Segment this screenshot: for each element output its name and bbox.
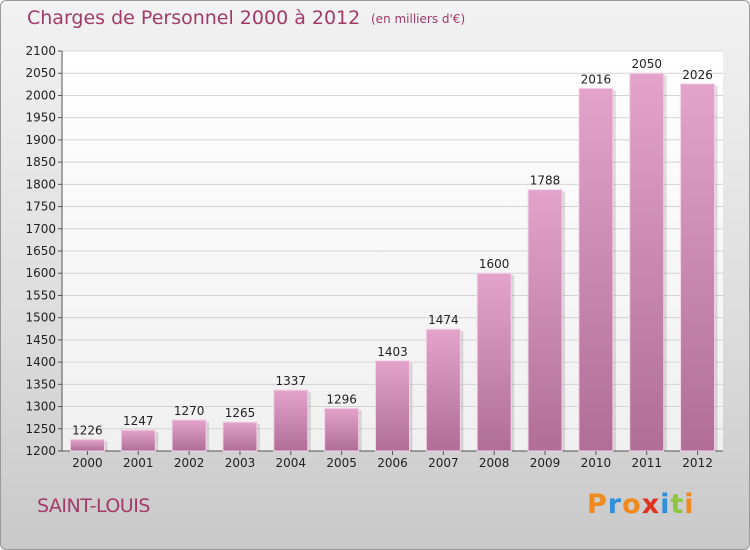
y-tick-label: 1800 <box>25 177 56 191</box>
location-name: SAINT-LOUIS <box>37 495 150 517</box>
bar <box>578 87 614 452</box>
logo-letter: x <box>641 489 661 520</box>
y-tick-label: 1500 <box>25 311 56 325</box>
y-tick-label: 1550 <box>25 288 56 302</box>
x-tick-label: 2005 <box>326 456 357 470</box>
bar-value-label: 1600 <box>479 257 510 271</box>
bar <box>120 429 156 452</box>
bar-value-label: 1403 <box>377 345 408 359</box>
x-tick-label: 2007 <box>428 456 459 470</box>
x-tick-label: 2001 <box>123 456 154 470</box>
chart-title: Charges de Personnel 2000 à 2012 <box>27 7 361 29</box>
x-tick-label: 2010 <box>581 456 612 470</box>
bar-value-label: 1270 <box>174 404 205 418</box>
logo-letter: o <box>622 489 642 520</box>
bar-value-label: 1296 <box>326 392 357 406</box>
bar-value-label: 1265 <box>225 406 256 420</box>
bar-value-label: 1337 <box>276 374 307 388</box>
chart-subtitle: (en milliers d'€) <box>371 12 466 26</box>
x-tick-label: 2000 <box>72 456 103 470</box>
y-tick-label: 1350 <box>25 377 56 391</box>
bar-value-label: 1788 <box>530 174 561 188</box>
bar <box>680 83 716 452</box>
y-tick-label: 1750 <box>25 200 56 214</box>
bar <box>273 389 309 452</box>
bar-value-label: 2026 <box>682 68 713 82</box>
y-tick-label: 1950 <box>25 111 56 125</box>
y-tick-label: 1600 <box>25 266 56 280</box>
bar-value-label: 1247 <box>123 414 154 428</box>
logo-letter: i <box>684 489 695 520</box>
bar-value-label: 1474 <box>428 313 459 327</box>
bar <box>375 360 410 452</box>
y-tick-label: 2100 <box>25 44 56 58</box>
bar-value-label: 1226 <box>72 423 103 437</box>
x-tick-label: 2008 <box>479 456 510 470</box>
y-tick-label: 1850 <box>25 155 56 169</box>
y-tick-label: 1250 <box>25 422 56 436</box>
logo-letter: i <box>660 489 671 520</box>
y-tick-label: 2000 <box>25 88 56 102</box>
bar <box>629 72 665 452</box>
bar <box>69 438 105 452</box>
y-tick-label: 1300 <box>25 400 56 414</box>
x-tick-label: 2012 <box>682 456 713 470</box>
y-tick-label: 1900 <box>25 133 56 147</box>
y-tick-label: 1450 <box>25 333 56 347</box>
y-tick-label: 1400 <box>25 355 56 369</box>
bar <box>171 419 207 452</box>
bar <box>324 407 360 452</box>
y-tick-label: 2050 <box>25 66 56 80</box>
bar <box>222 421 258 452</box>
logo-letter: P <box>587 489 608 520</box>
x-tick-label: 2006 <box>377 456 408 470</box>
x-tick-label: 2009 <box>530 456 561 470</box>
proxiti-logo: Proxiti <box>587 489 695 520</box>
bar <box>527 189 563 452</box>
x-tick-label: 2004 <box>276 456 307 470</box>
bar-value-label: 2016 <box>581 72 612 86</box>
bar <box>425 328 461 452</box>
logo-letter: r <box>607 489 623 520</box>
y-tick-label: 1700 <box>25 222 56 236</box>
x-tick-label: 2002 <box>174 456 205 470</box>
y-tick-label: 1200 <box>25 444 56 458</box>
x-tick-label: 2011 <box>631 456 662 470</box>
x-tick-label: 2003 <box>225 456 256 470</box>
bar <box>476 272 512 452</box>
y-tick-label: 1650 <box>25 244 56 258</box>
bar-value-label: 2050 <box>631 57 662 71</box>
logo-letter: t <box>670 489 685 520</box>
